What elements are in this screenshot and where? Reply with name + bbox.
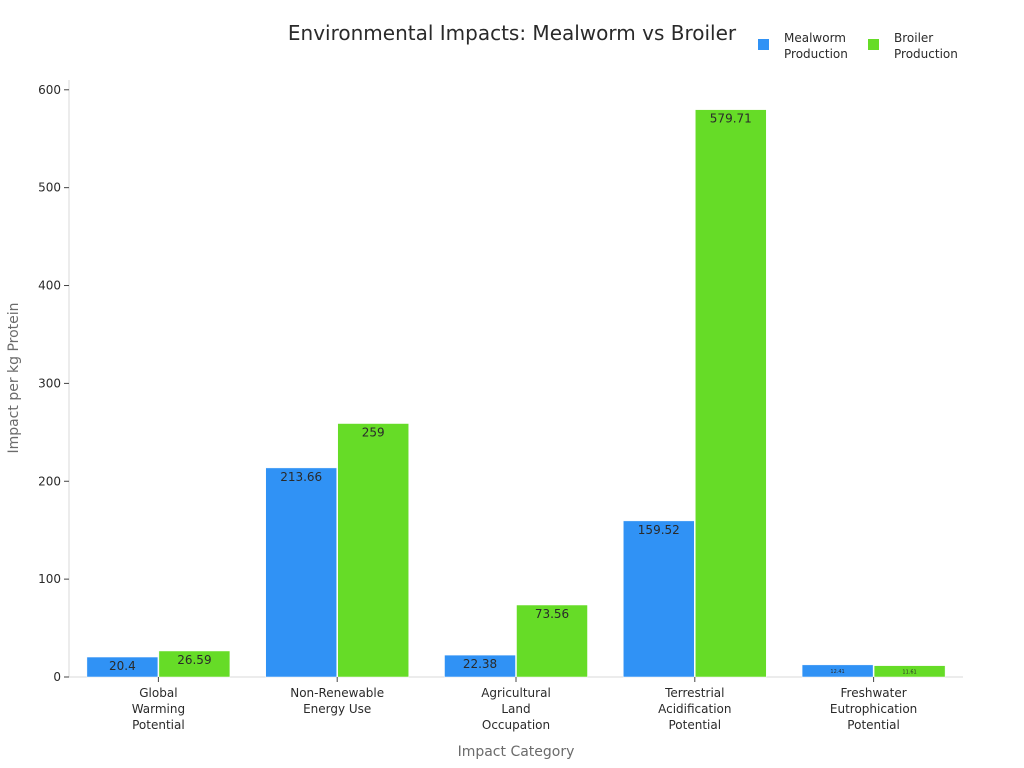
- bar-mealworm: [801, 664, 874, 678]
- bar-value-label: 22.38: [463, 657, 497, 671]
- y-axis-title: Impact per kg Protein: [6, 302, 22, 453]
- y-tick-label: 500: [38, 181, 61, 195]
- x-tick-label: Non-Renewable Energy Use: [290, 686, 384, 716]
- y-tick-label: 0: [53, 670, 61, 684]
- bar-value-label: 12.41: [830, 669, 844, 675]
- x-tick-label: Agricultural Land Occupation: [481, 686, 551, 732]
- y-tick-label: 300: [38, 376, 61, 390]
- y-tick-label: 600: [38, 83, 61, 97]
- y-tick-label: 200: [38, 474, 61, 488]
- bar-value-label: 11.61: [902, 669, 916, 675]
- bar-mealworm: [444, 654, 516, 678]
- y-axis-ticks: 0 100 200 300 400 500 600: [38, 83, 69, 684]
- bar-mealworm: [86, 656, 159, 678]
- legend-label-mealworm: Mealworm Production: [784, 31, 848, 61]
- bar-value-label: 73.56: [535, 607, 569, 621]
- bar-broiler: [873, 665, 946, 678]
- bar-broiler: [516, 604, 588, 678]
- x-axis-title: Impact Category: [458, 744, 575, 760]
- bar-broiler: [158, 650, 231, 678]
- legend-label-broiler: Broiler Production: [894, 31, 958, 61]
- bar-value-label: 26.59: [177, 653, 211, 667]
- bar-value-label: 213.66: [280, 470, 322, 484]
- y-tick-label: 400: [38, 279, 61, 293]
- bar-mealworm: [265, 467, 337, 678]
- legend: Mealworm Production Broiler Production: [758, 31, 958, 61]
- x-tick-label: Global Warming Potential: [132, 686, 185, 732]
- chart-title: Environmental Impacts: Mealworm vs Broil…: [288, 21, 737, 45]
- bar-value-label: 259: [362, 426, 385, 440]
- legend-swatch-broiler: [868, 39, 879, 50]
- bar-value-label: 159.52: [638, 523, 680, 537]
- y-tick-label: 100: [38, 572, 61, 586]
- bars: [86, 109, 946, 678]
- bar-mealworm: [623, 520, 695, 678]
- bar-broiler: [337, 423, 409, 678]
- bar-broiler: [695, 109, 767, 678]
- bar-labels: 20.4 26.59 213.66 259 22.38 73.56 159.52 579.71…: [109, 112, 917, 676]
- legend-swatch-mealworm: [758, 39, 769, 50]
- bar-value-label: 579.71: [710, 112, 752, 126]
- bar-value-label: 20.4: [109, 659, 136, 673]
- x-axis-ticks: Global Warming Potential Non-Renewable Energ…: [132, 677, 917, 732]
- x-tick-label: Freshwater Eutrophication Potential: [830, 686, 917, 732]
- x-tick-label: Terrestrial Acidification Potential: [658, 686, 731, 732]
